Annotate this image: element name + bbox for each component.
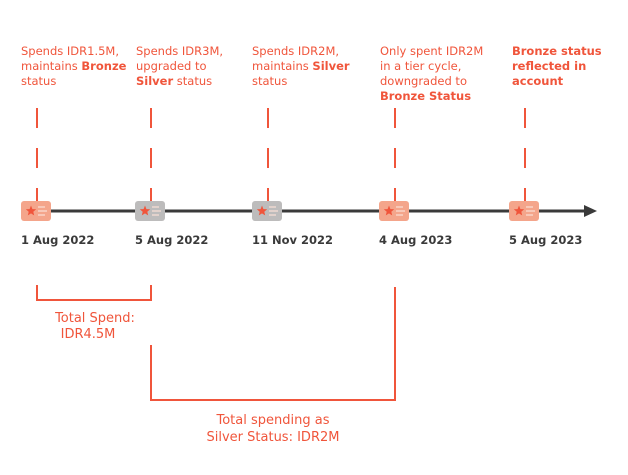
- annotation-text: reflected in: [512, 59, 586, 73]
- tier-card-bronze: [21, 201, 51, 221]
- timeline-event: Spends IDR1.5M, maintains Bronze status 1 A…: [21, 44, 127, 247]
- tier-card-silver: [252, 201, 282, 221]
- event-date: 1 Aug 2022: [21, 233, 94, 247]
- tier-card-silver: [135, 201, 165, 221]
- event-date: 11 Nov 2022: [252, 233, 333, 247]
- annotation-text: maintains: [21, 59, 81, 73]
- annotation-text: upgraded to: [136, 59, 207, 73]
- timeline-event: Bronze status reflected in account 5 Aug 20…: [509, 44, 602, 247]
- total-text: Total Spend:: [54, 311, 135, 326]
- event-annotation: Spends IDR3M, upgraded to Silver status: [136, 44, 223, 88]
- event-date: 4 Aug 2023: [379, 233, 452, 247]
- event-annotation: Spends IDR2M, maintains Silver status: [252, 44, 350, 88]
- event-annotation: Spends IDR1.5M, maintains Bronze status: [21, 44, 127, 88]
- event-annotation: Bronze status reflected in account: [512, 44, 602, 88]
- annotation-text: Silver: [312, 59, 349, 73]
- total-spend-label: Total Spend: IDR4.5M: [54, 311, 135, 342]
- membership-card-star-icon: [509, 201, 539, 221]
- event-date: 5 Aug 2023: [509, 233, 582, 247]
- silver-spend-bracket: [150, 287, 396, 401]
- total-text: IDR4.5M: [61, 327, 116, 342]
- annotation-text: in a tier cycle,: [380, 59, 461, 73]
- annotation-text: Bronze Status: [380, 89, 471, 103]
- membership-card-star-icon: [21, 201, 51, 221]
- annotation-text: Silver: [136, 74, 173, 88]
- membership-card-star-icon: [252, 201, 282, 221]
- tier-card-bronze: [379, 201, 409, 221]
- annotation-text: Bronze: [81, 59, 126, 73]
- annotation-text: Only spent IDR2M: [380, 44, 483, 58]
- annotation-text: downgraded to: [380, 74, 467, 88]
- annotation-text: status: [21, 74, 56, 88]
- annotation-text: account: [512, 74, 564, 88]
- event-date: 5 Aug 2022: [135, 233, 208, 247]
- membership-card-star-icon: [379, 201, 409, 221]
- annotation-text: maintains: [252, 59, 312, 73]
- star-icon: [513, 205, 525, 216]
- silver-spend-label: Total spending as Silver Status: IDR2M: [207, 413, 340, 445]
- star-icon: [25, 205, 37, 216]
- total-spend-bracket: [36, 285, 152, 301]
- annotation-text: status: [252, 74, 287, 88]
- star-icon: [256, 205, 268, 216]
- star-icon: [139, 205, 151, 216]
- annotation-text: Bronze status: [512, 44, 602, 58]
- total-text: Total spending as: [216, 413, 330, 428]
- event-annotation: Only spent IDR2M in a tier cycle, downgrad…: [380, 44, 483, 103]
- arrow-right-icon: [584, 205, 597, 217]
- timeline-event: Spends IDR2M, maintains Silver status 11 No…: [252, 44, 350, 247]
- membership-card-star-icon: [135, 201, 165, 221]
- total-text: Silver Status: IDR2M: [207, 430, 340, 445]
- star-icon: [383, 205, 395, 216]
- annotation-text: status: [173, 74, 212, 88]
- timeline-event: Only spent IDR2M in a tier cycle, downgrad…: [379, 44, 483, 247]
- annotation-text: Spends IDR3M,: [136, 44, 223, 58]
- annotation-text: Spends IDR1.5M,: [21, 44, 119, 58]
- tier-card-bronze: [509, 201, 539, 221]
- annotation-text: Spends IDR2M,: [252, 44, 339, 58]
- timeline-event: Spends IDR3M, upgraded to Silver status 5 A…: [135, 44, 223, 247]
